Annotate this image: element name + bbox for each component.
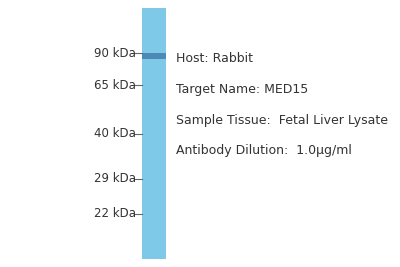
Text: 90 kDa: 90 kDa — [94, 47, 136, 60]
Bar — [142, 53, 166, 59]
Text: Antibody Dilution:  1.0μg/ml: Antibody Dilution: 1.0μg/ml — [176, 144, 352, 157]
Bar — [142, 8, 166, 259]
Text: 65 kDa: 65 kDa — [94, 79, 136, 92]
Text: Target Name: MED15: Target Name: MED15 — [176, 83, 308, 96]
Text: 40 kDa: 40 kDa — [94, 127, 136, 140]
Text: 22 kDa: 22 kDa — [94, 207, 136, 220]
Text: Host: Rabbit: Host: Rabbit — [176, 52, 253, 65]
Text: 29 kDa: 29 kDa — [94, 172, 136, 185]
Text: Sample Tissue:  Fetal Liver Lysate: Sample Tissue: Fetal Liver Lysate — [176, 114, 388, 127]
